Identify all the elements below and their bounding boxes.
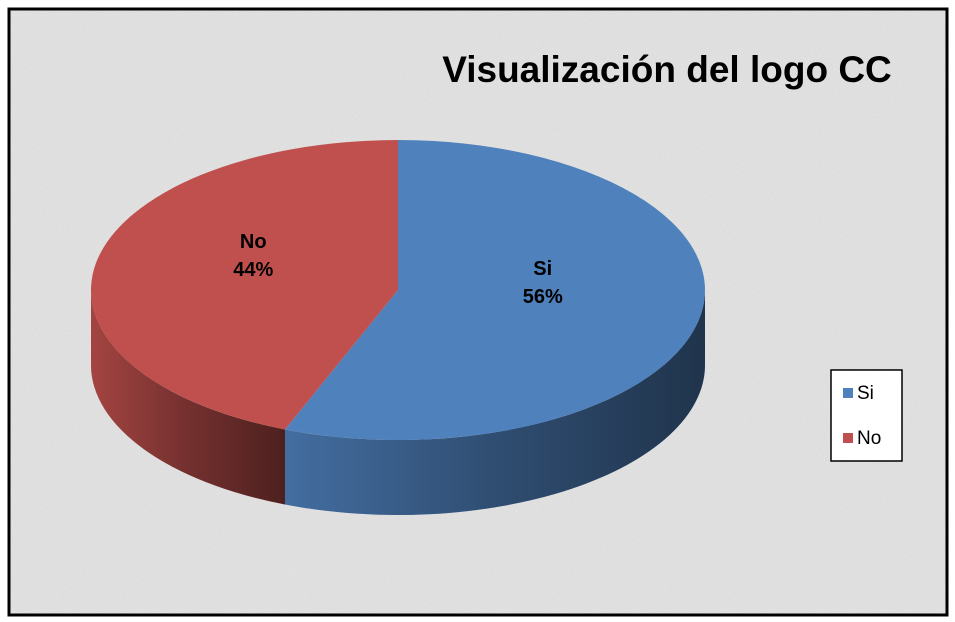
legend: Si No [843,383,881,449]
legend-label: No [857,428,881,449]
slice [90,139,399,430]
legend-label: Si [857,383,874,404]
legend-swatch [843,388,853,398]
slice-label: Si [533,258,552,280]
slice-label: No [240,231,267,253]
legend-box [830,369,903,462]
chart-frame [7,7,949,617]
value-label: 56% [523,286,563,308]
slice [284,140,705,441]
side-shade [284,290,705,516]
chart-title: Visualización del logo CC [442,49,892,90]
side-shade [91,290,285,505]
pie: Si 56% No 44% [90,139,705,516]
value-label: 44% [233,259,273,281]
legend-swatch [843,433,853,443]
